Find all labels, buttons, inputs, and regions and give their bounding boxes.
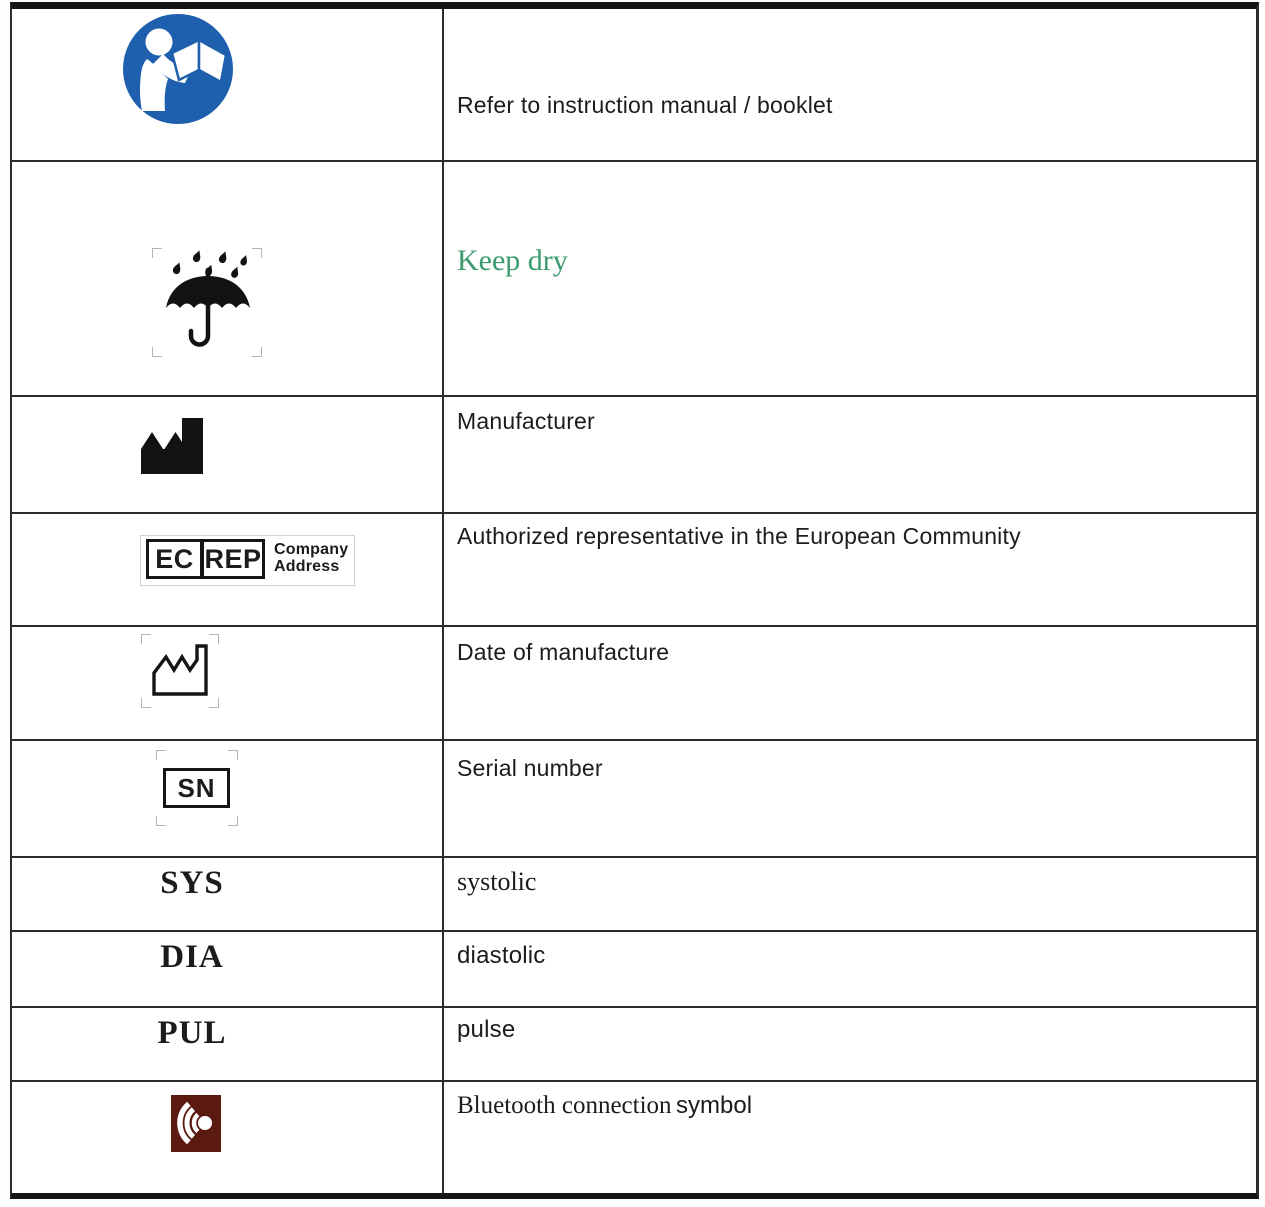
description-cell: systolic <box>444 858 1256 930</box>
symbol-description: Keep dry <box>457 244 568 277</box>
sys-abbreviation: SYS <box>160 865 224 901</box>
symbol-cell: SN <box>12 741 444 856</box>
ec-box-label: EC <box>146 539 202 579</box>
keep-dry-icon <box>166 250 250 347</box>
symbol-description-serif: Bluetooth connection <box>457 1092 672 1119</box>
symbol-description: Serial number <box>457 755 603 781</box>
symbol-cell <box>12 397 444 512</box>
description-cell: Date of manufacture <box>444 627 1256 739</box>
crop-marks: SN <box>156 750 238 826</box>
description-cell: Refer to instruction manual / booklet <box>444 9 1256 160</box>
table-row: Manufacturer <box>12 397 1256 514</box>
ec-rep-icon: EC REP Company Address <box>140 535 356 586</box>
dia-abbreviation: DIA <box>160 939 224 975</box>
symbol-description: systolic <box>457 867 537 896</box>
symbol-description: Manufacturer <box>457 408 595 434</box>
symbol-cell: DIA <box>12 932 444 1006</box>
symbol-description: diastolic <box>457 942 546 969</box>
symbol-cell: SYS <box>12 858 444 930</box>
address-label: Address <box>274 558 340 575</box>
table-row: Keep dry <box>12 162 1256 397</box>
crop-marks <box>141 634 219 708</box>
table-row: Refer to instruction manual / booklet <box>12 9 1256 162</box>
symbol-cell <box>12 162 444 395</box>
description-cell: Authorized representative in the Europea… <box>444 514 1256 625</box>
description-cell: Serial number <box>444 741 1256 856</box>
crop-marks <box>152 248 262 357</box>
description-cell: pulse <box>444 1008 1256 1080</box>
date-of-manufacture-icon <box>152 644 208 696</box>
symbols-legend-table: Refer to instruction manual / booklet <box>10 2 1259 1199</box>
pul-abbreviation: PUL <box>157 1015 227 1051</box>
rep-box-label: REP <box>202 539 265 579</box>
table-row: PUL pulse <box>12 1008 1256 1082</box>
bluetooth-connection-icon <box>171 1095 221 1152</box>
company-label: Company <box>274 541 349 558</box>
symbol-description: Refer to instruction manual / booklet <box>457 92 833 118</box>
manufacturer-icon <box>141 418 203 474</box>
table-row: DIA diastolic <box>12 932 1256 1008</box>
description-cell: diastolic <box>444 932 1256 1006</box>
symbol-description: pulse <box>457 1016 516 1043</box>
table-row: Bluetooth connection symbol <box>12 1082 1256 1193</box>
serial-number-icon: SN <box>163 768 230 808</box>
symbol-cell <box>12 627 444 739</box>
description-cell: Bluetooth connection symbol <box>444 1082 1256 1193</box>
table-row: SN Serial number <box>12 741 1256 858</box>
symbol-description: Authorized representative in the Europea… <box>457 523 1021 549</box>
symbol-cell <box>12 9 444 160</box>
table-row: Date of manufacture <box>12 627 1256 741</box>
refer-to-instruction-manual-icon <box>123 14 233 124</box>
description-cell: Keep dry <box>444 162 1256 395</box>
description-cell: Manufacturer <box>444 397 1256 512</box>
table-row: SYS systolic <box>12 858 1256 932</box>
symbol-cell: PUL <box>12 1008 444 1080</box>
symbol-description-sans: symbol <box>676 1092 753 1119</box>
symbol-cell <box>12 1082 444 1193</box>
symbol-description: Date of manufacture <box>457 639 670 665</box>
symbol-cell: EC REP Company Address <box>12 514 444 625</box>
table-row: EC REP Company Address Authorized repres… <box>12 514 1256 627</box>
